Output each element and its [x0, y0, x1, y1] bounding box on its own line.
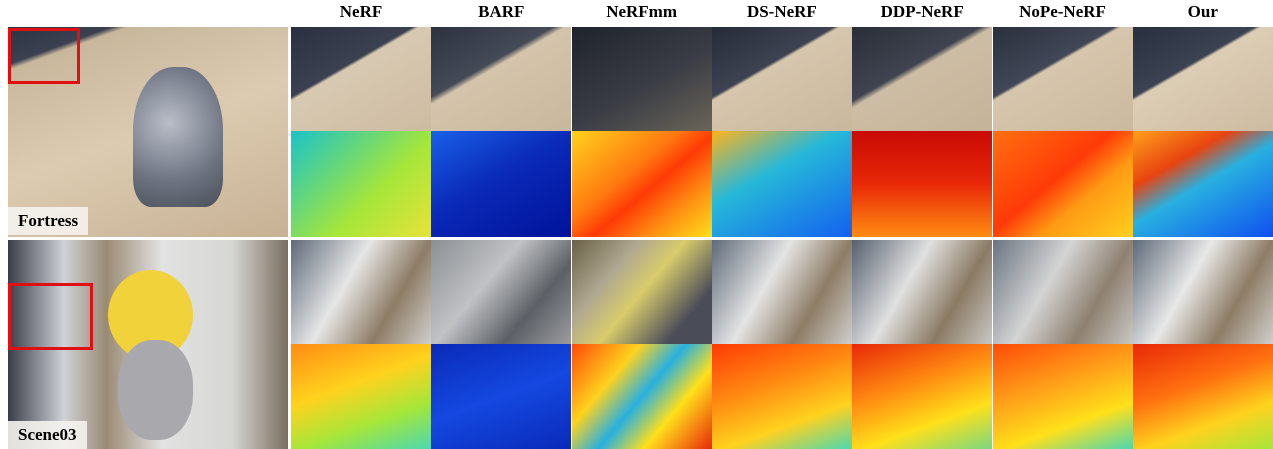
column-header: DS-NeRF [746, 2, 817, 21]
source-image [8, 27, 288, 237]
result-image [852, 240, 993, 344]
result-image [711, 344, 852, 449]
result-image [992, 344, 1133, 449]
result-image [431, 344, 572, 449]
result-image [431, 27, 572, 131]
toy [118, 340, 193, 440]
result-image [852, 27, 993, 131]
highlight-box [8, 283, 93, 350]
result-image [1132, 240, 1273, 344]
column-header: NoPe-NeRF [1019, 2, 1106, 21]
column-header: Our [1187, 2, 1218, 21]
column-header: DDP-NeRF [880, 2, 964, 21]
result-image [431, 131, 572, 237]
highlight-box [8, 28, 80, 84]
result-image [431, 240, 572, 344]
result-image [571, 240, 712, 344]
result-image [1132, 27, 1273, 131]
result-image [711, 240, 852, 344]
scene-label: Scene03 [8, 421, 87, 449]
result-image [992, 131, 1133, 237]
result-image [571, 344, 712, 449]
result-image [711, 131, 852, 237]
result-image [1132, 344, 1273, 449]
result-image [852, 131, 993, 237]
column-header: BARF [478, 2, 525, 21]
result-image [291, 131, 431, 237]
result-image [291, 240, 431, 344]
object [133, 67, 223, 207]
result-image [291, 27, 431, 131]
result-image [571, 131, 712, 237]
result-image [992, 27, 1133, 131]
column-header: NeRF [339, 2, 383, 21]
source-image [8, 240, 288, 449]
result-image [852, 344, 993, 449]
result-image [291, 344, 431, 449]
scene-label: Fortress [8, 207, 89, 235]
result-image [1132, 131, 1273, 237]
column-header: NeRFmm [606, 2, 677, 21]
result-image [711, 27, 852, 131]
result-image [571, 27, 712, 131]
result-image [992, 240, 1133, 344]
